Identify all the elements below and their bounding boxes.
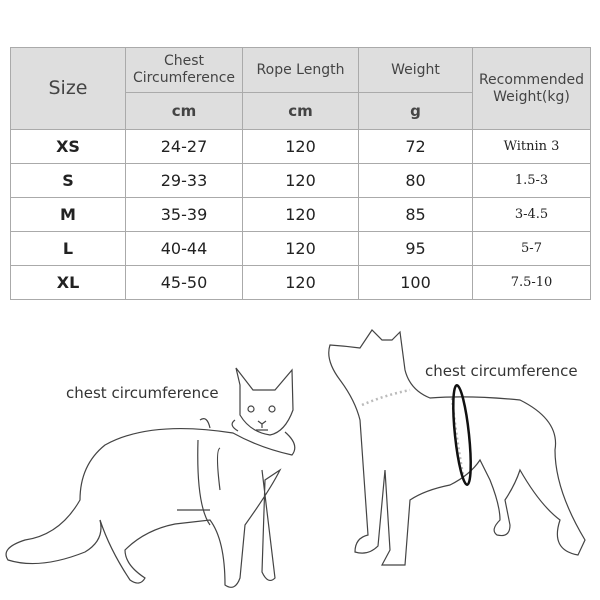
cell-weight: 80 bbox=[358, 163, 473, 198]
cell-recommended: 7.5-10 bbox=[472, 265, 591, 300]
unit-row: cm cm g bbox=[11, 92, 591, 130]
header-rope: Rope Length bbox=[242, 47, 359, 93]
cat-chest-label: chest circumference bbox=[66, 384, 219, 402]
cell-weight: 95 bbox=[358, 231, 473, 266]
unit-chest: cm bbox=[125, 92, 243, 130]
table-row: XL 45-50 120 100 7.5-10 bbox=[10, 265, 591, 300]
cell-rope: 120 bbox=[242, 163, 359, 198]
table-row: S 29-33 120 80 1.5-3 bbox=[10, 163, 591, 198]
cell-size: M bbox=[10, 197, 126, 232]
unit-weight: g bbox=[358, 92, 473, 130]
cell-recommended: 5-7 bbox=[472, 231, 591, 266]
cell-rope: 120 bbox=[242, 197, 359, 232]
cell-chest: 29-33 bbox=[125, 163, 243, 198]
table-row: XS 24-27 120 72 Witnin 3 bbox=[10, 129, 591, 164]
dog-chest-label: chest circumference bbox=[425, 362, 578, 380]
cell-weight: 72 bbox=[358, 129, 473, 164]
cell-chest: 35-39 bbox=[125, 197, 243, 232]
table-row: M 35-39 120 85 3-4.5 bbox=[10, 197, 591, 232]
table-row: L 40-44 120 95 5-7 bbox=[10, 231, 591, 266]
cat-drawing bbox=[5, 367, 296, 588]
cell-recommended: Witnin 3 bbox=[472, 129, 591, 164]
cell-size: L bbox=[10, 231, 126, 266]
cell-rope: 120 bbox=[242, 129, 359, 164]
cell-chest: 40-44 bbox=[125, 231, 243, 266]
cell-chest: 45-50 bbox=[125, 265, 243, 300]
cell-size: XS bbox=[10, 129, 126, 164]
cell-chest: 24-27 bbox=[125, 129, 243, 164]
size-chart-table: Size Chest Circumference Rope Length Wei… bbox=[10, 47, 591, 300]
pet-illustration bbox=[5, 329, 586, 588]
cell-size: XL bbox=[10, 265, 126, 300]
cell-weight: 100 bbox=[358, 265, 473, 300]
unit-rope: cm bbox=[242, 92, 359, 130]
cell-rope: 120 bbox=[242, 265, 359, 300]
header-recommended: Recommended Weight(kg) bbox=[472, 47, 591, 130]
cell-rope: 120 bbox=[242, 231, 359, 266]
dog-drawing bbox=[328, 329, 586, 566]
header-chest: Chest Circumference bbox=[125, 47, 243, 93]
cell-recommended: 3-4.5 bbox=[472, 197, 591, 232]
header-size: Size bbox=[10, 47, 126, 130]
cell-weight: 85 bbox=[358, 197, 473, 232]
header-row: Size Chest Circumference Rope Length Wei… bbox=[10, 47, 591, 130]
header-weight: Weight bbox=[358, 47, 473, 93]
cell-recommended: 1.5-3 bbox=[472, 163, 591, 198]
cell-size: S bbox=[10, 163, 126, 198]
